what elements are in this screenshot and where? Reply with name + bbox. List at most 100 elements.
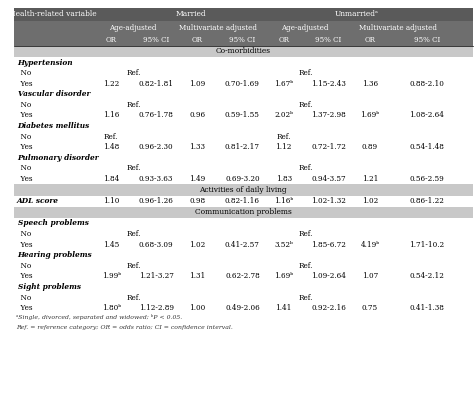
Text: Age-adjusted: Age-adjusted [281, 24, 328, 31]
Text: OR: OR [365, 36, 375, 44]
Text: Yes: Yes [16, 80, 33, 88]
Text: 1.99ᵇ: 1.99ᵇ [101, 273, 121, 280]
Text: 1.48: 1.48 [103, 143, 119, 151]
Text: OR: OR [192, 36, 203, 44]
Text: Yes: Yes [16, 304, 33, 312]
Bar [14, 45, 473, 57]
Text: 1.84: 1.84 [103, 175, 119, 183]
Text: 0.54-1.48: 0.54-1.48 [410, 143, 444, 151]
Text: 1.02-1.32: 1.02-1.32 [311, 197, 346, 205]
Text: 1.15-2.43: 1.15-2.43 [311, 80, 346, 88]
Text: 0.96-2.30: 0.96-2.30 [139, 143, 173, 151]
Text: 0.88-2.10: 0.88-2.10 [410, 80, 444, 88]
Text: 0.54-2.12: 0.54-2.12 [410, 273, 444, 280]
Text: Married: Married [175, 10, 206, 19]
Text: 2.02ᵇ: 2.02ᵇ [274, 112, 293, 119]
Text: 1.49: 1.49 [189, 175, 206, 183]
Text: 0.96: 0.96 [190, 112, 206, 119]
Bar [14, 34, 473, 45]
Text: 1.41: 1.41 [275, 304, 292, 312]
Text: 1.85-6.72: 1.85-6.72 [311, 241, 346, 249]
Text: 0.89: 0.89 [362, 143, 378, 151]
Text: Ref.: Ref. [299, 164, 313, 173]
Text: 0.86-1.22: 0.86-1.22 [410, 197, 444, 205]
Text: 95% CI: 95% CI [316, 36, 342, 44]
Text: 1.00: 1.00 [189, 304, 206, 312]
Text: 1.07: 1.07 [362, 273, 378, 280]
Text: 0.70-1.69: 0.70-1.69 [225, 80, 260, 88]
Text: 1.83: 1.83 [275, 175, 292, 183]
Text: 1.36: 1.36 [362, 80, 378, 88]
Text: Ref.: Ref. [127, 101, 141, 109]
Text: 95% CI: 95% CI [229, 36, 255, 44]
Text: No: No [16, 101, 31, 109]
Text: Sight problems: Sight problems [18, 283, 81, 291]
Text: 1.12: 1.12 [275, 143, 292, 151]
Text: No: No [16, 294, 31, 301]
Text: Ref.: Ref. [127, 230, 141, 238]
Text: Yes: Yes [16, 273, 33, 280]
Text: 3.52ᵇ: 3.52ᵇ [274, 241, 293, 249]
Text: 0.41-2.57: 0.41-2.57 [225, 241, 260, 249]
Text: No: No [16, 262, 31, 270]
Text: Yes: Yes [16, 241, 33, 249]
Text: 0.69-3.20: 0.69-3.20 [225, 175, 260, 183]
Text: 1.80ᵇ: 1.80ᵇ [101, 304, 121, 312]
Text: OR: OR [278, 36, 289, 44]
Text: Ref.: Ref. [299, 230, 313, 238]
Text: Ref.: Ref. [299, 69, 313, 77]
Text: 1.12-2.89: 1.12-2.89 [139, 304, 173, 312]
Text: Ref. = reference category; OR = odds ratio; CI = confidence interval.: Ref. = reference category; OR = odds rat… [16, 325, 233, 330]
Text: 1.67ᵇ: 1.67ᵇ [274, 80, 293, 88]
Text: Yes: Yes [16, 175, 33, 183]
Text: Speech problems: Speech problems [18, 219, 89, 228]
Text: Diabetes mellitus: Diabetes mellitus [18, 122, 90, 130]
Text: No: No [16, 164, 31, 173]
Text: 1.22: 1.22 [103, 80, 119, 88]
Text: 1.21: 1.21 [362, 175, 378, 183]
Text: 1.02: 1.02 [189, 241, 206, 249]
Text: No: No [16, 230, 31, 238]
Text: 0.82-1.81: 0.82-1.81 [139, 80, 173, 88]
Text: Age-adjusted: Age-adjusted [109, 24, 156, 31]
Text: 0.93-3.63: 0.93-3.63 [139, 175, 173, 183]
Text: Ref.: Ref. [104, 133, 118, 141]
Text: 1.69ᵇ: 1.69ᵇ [274, 273, 293, 280]
Bar [14, 21, 473, 34]
Text: 1.08-2.64: 1.08-2.64 [410, 112, 444, 119]
Text: Ref.: Ref. [127, 294, 141, 301]
Text: 95% CI: 95% CI [414, 36, 440, 44]
Text: Ref.: Ref. [299, 262, 313, 270]
Text: 0.49-2.06: 0.49-2.06 [225, 304, 260, 312]
Text: Hearing problems: Hearing problems [18, 251, 92, 259]
Text: Co-morbidities: Co-morbidities [216, 47, 271, 55]
Text: 1.16: 1.16 [103, 112, 119, 119]
Text: 1.10: 1.10 [103, 197, 119, 205]
Text: Multivariate adjusted: Multivariate adjusted [359, 24, 438, 31]
Text: 0.56-2.59: 0.56-2.59 [410, 175, 444, 183]
Text: 0.94-3.57: 0.94-3.57 [311, 175, 346, 183]
Text: Vascular disorder: Vascular disorder [18, 90, 90, 98]
Text: 0.81-2.17: 0.81-2.17 [225, 143, 260, 151]
Text: 0.41-1.38: 0.41-1.38 [410, 304, 444, 312]
Text: Activities of daily living: Activities of daily living [200, 186, 287, 194]
Text: Ref.: Ref. [127, 69, 141, 77]
Text: 0.62-2.78: 0.62-2.78 [225, 273, 260, 280]
Text: Health-related variable: Health-related variable [9, 10, 97, 19]
Text: Ref.: Ref. [299, 101, 313, 109]
Bar [14, 7, 473, 21]
Text: ADL score: ADL score [16, 197, 58, 205]
Text: Ref.: Ref. [127, 164, 141, 173]
Text: 0.82-1.16: 0.82-1.16 [225, 197, 260, 205]
Text: 1.09-2.64: 1.09-2.64 [311, 273, 346, 280]
Text: 0.92-2.16: 0.92-2.16 [311, 304, 346, 312]
Text: 1.69ᵇ: 1.69ᵇ [360, 112, 380, 119]
Text: 1.16ᵇ: 1.16ᵇ [274, 197, 293, 205]
Text: 0.75: 0.75 [362, 304, 378, 312]
Bar [14, 184, 473, 196]
Text: Ref.: Ref. [127, 262, 141, 270]
Text: 1.37-2.98: 1.37-2.98 [311, 112, 346, 119]
Text: 0.96-1.26: 0.96-1.26 [139, 197, 173, 205]
Text: Yes: Yes [16, 143, 33, 151]
Text: Multivariate adjusted: Multivariate adjusted [179, 24, 257, 31]
